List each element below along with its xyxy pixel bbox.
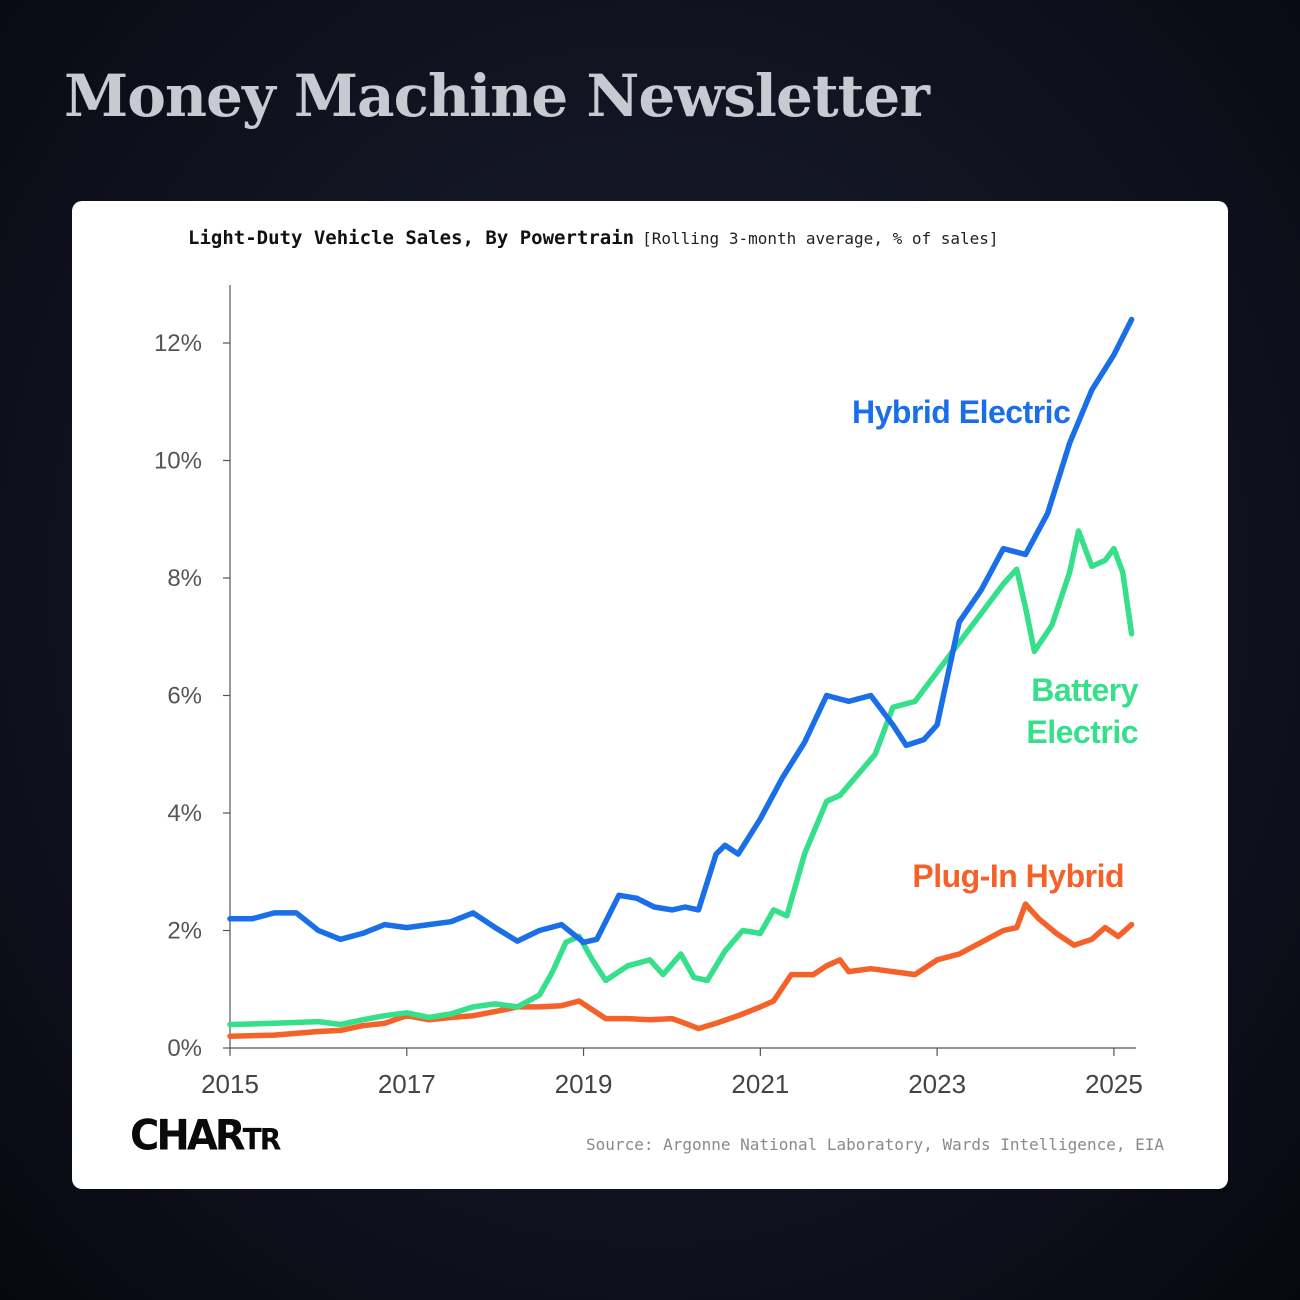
source-note: Source: Argonne National Laboratory, War… (586, 1135, 1164, 1154)
logo-small-text: TR (242, 1122, 282, 1157)
series-label: Electric (1026, 714, 1138, 750)
x-tick-label: 2021 (731, 1069, 789, 1099)
x-tick-label: 2025 (1085, 1069, 1143, 1099)
x-tick-label: 2015 (201, 1069, 259, 1099)
y-tick-label: 0% (167, 1035, 202, 1062)
y-tick-label: 2% (167, 918, 202, 945)
chart-card: Light-Duty Vehicle Sales, By Powertrain [… (72, 201, 1228, 1189)
chart-title-main: Light-Duty Vehicle Sales, By Powertrain (188, 227, 635, 249)
y-tick-label: 6% (167, 683, 202, 710)
x-tick-label: 2017 (378, 1069, 436, 1099)
y-tick-label: 4% (167, 800, 202, 827)
series-label: Plug-In Hybrid (912, 858, 1124, 894)
line-chart: 0% 2% 4% 6% 8% 10% 12% 2015 2017 2019 2021 2023 2025… (154, 285, 1143, 1099)
series-label: Hybrid Electric (852, 394, 1070, 430)
chartr-logo: CHARTR (130, 1111, 282, 1161)
chart-title: Light-Duty Vehicle Sales, By Powertrain [… (188, 227, 999, 249)
series-label: Battery (1031, 672, 1138, 708)
series-line-plug-in-hybrid (227, 901, 1135, 1040)
y-tick-label: 10% (154, 448, 202, 475)
y-tick-label: 8% (167, 565, 202, 592)
series-line-hybrid-electric (227, 316, 1135, 946)
logo-main-text: CHAR (130, 1111, 246, 1161)
x-tick-label: 2019 (555, 1069, 613, 1099)
y-tick-label: 12% (154, 330, 202, 357)
x-tick-label: 2023 (908, 1069, 966, 1099)
chart-subtitle: [Rolling 3-month average, % of sales] (642, 229, 999, 248)
newsletter-title: Money Machine Newsletter (64, 62, 930, 130)
series-line-battery-electric (227, 528, 1135, 1028)
